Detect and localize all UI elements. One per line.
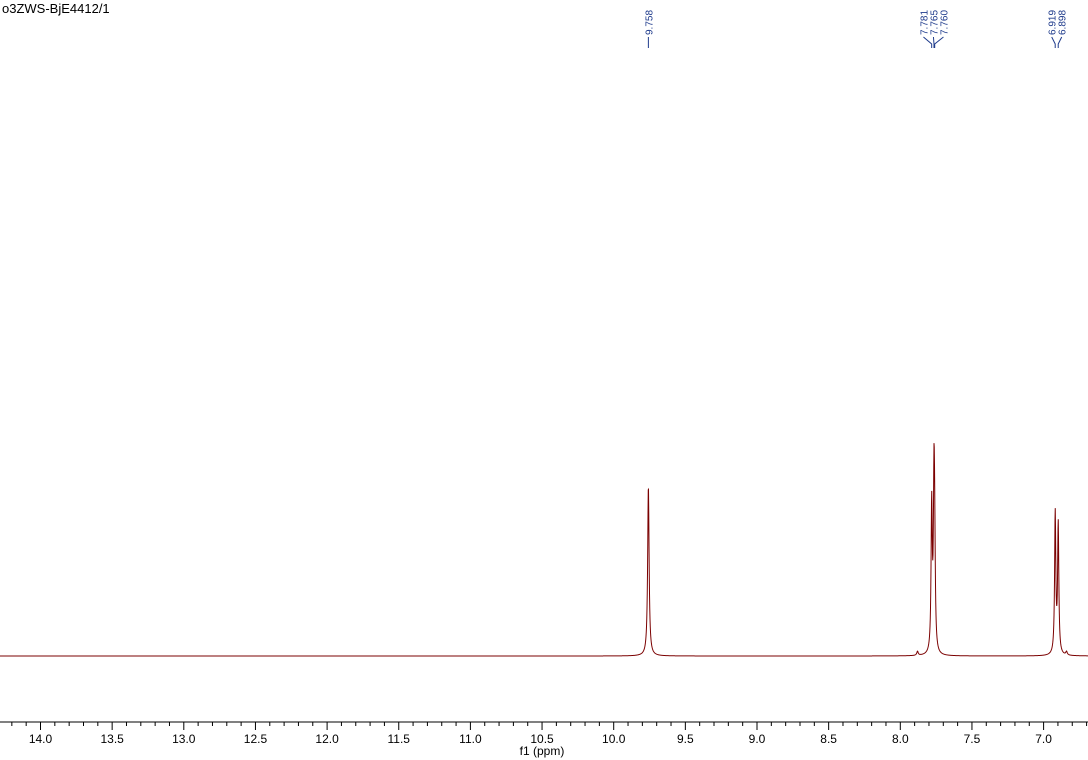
spectrum-trace bbox=[0, 443, 1088, 657]
x-tick-label: 9.5 bbox=[677, 732, 694, 746]
x-tick-label: 7.0 bbox=[1035, 732, 1052, 746]
peak-label-group: 7.781 7.765 7.760 bbox=[919, 10, 950, 48]
peak-labels: 9.7587.7817.7657.7606.9196.8984.9003.309… bbox=[644, 10, 1069, 48]
peak-label: 9.758 bbox=[644, 10, 655, 35]
x-tick-label: 14.0 bbox=[29, 732, 53, 746]
x-tick-label: 7.5 bbox=[964, 732, 981, 746]
peak-leader-line bbox=[1051, 36, 1056, 48]
x-tick-label: 12.0 bbox=[315, 732, 339, 746]
peak-label: 7.760 bbox=[939, 10, 950, 35]
spectrum-line bbox=[0, 443, 1088, 657]
sample-title: o3ZWS-BjE4412/1 bbox=[2, 1, 110, 16]
x-tick-label: 8.5 bbox=[820, 732, 837, 746]
x-tick-label: 10.5 bbox=[530, 732, 554, 746]
x-tick-label: 11.5 bbox=[388, 732, 411, 746]
x-axis-label: f1 (ppm) bbox=[520, 744, 565, 758]
x-tick-label: 13.5 bbox=[100, 732, 124, 746]
peak-leader-line bbox=[1057, 36, 1063, 48]
peak-leader-line bbox=[934, 36, 944, 48]
x-tick-label: 10.0 bbox=[602, 732, 626, 746]
peak-label: 7.765 bbox=[929, 10, 940, 35]
x-tick-label: 9.0 bbox=[749, 732, 766, 746]
peak-label-group: 6.919 6.898 bbox=[1048, 10, 1069, 48]
peak-label: 7.781 bbox=[919, 10, 930, 35]
peak-leader-line bbox=[932, 36, 935, 48]
x-tick-label: 13.0 bbox=[172, 732, 196, 746]
x-tick-label: 8.0 bbox=[892, 732, 909, 746]
peak-label: 6.919 bbox=[1048, 10, 1059, 35]
peak-label-group: 9.758 bbox=[644, 10, 655, 48]
peak-label: 6.898 bbox=[1058, 10, 1069, 35]
peak-leader-line bbox=[923, 36, 933, 48]
x-tick-label: 12.5 bbox=[244, 732, 268, 746]
x-tick-label: 11.0 bbox=[459, 732, 482, 746]
x-axis: 14.0 13.5 13.0 12.5 12.0 11.5 11.0 10.5 10.0 9.5 9… bbox=[0, 721, 1088, 746]
